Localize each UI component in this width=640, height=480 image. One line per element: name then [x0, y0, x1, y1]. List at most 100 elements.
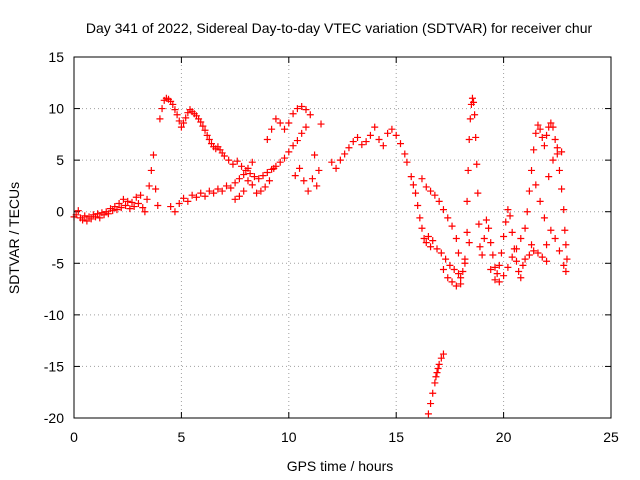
data-point	[311, 151, 319, 159]
data-point	[201, 192, 209, 200]
data-point	[231, 195, 239, 203]
data-point	[205, 136, 213, 144]
data-point	[223, 182, 231, 190]
data-point	[132, 193, 140, 201]
data-point	[504, 263, 512, 271]
data-point	[465, 136, 473, 144]
data-point	[543, 131, 551, 139]
y-tick-label: 5	[56, 152, 64, 168]
y-axis-label: SDTVAR / TECUs	[6, 182, 22, 294]
data-point	[152, 185, 160, 193]
data-point	[491, 263, 499, 271]
data-point	[418, 224, 426, 232]
data-point	[414, 202, 422, 210]
data-point	[429, 389, 437, 397]
data-point	[169, 100, 177, 108]
data-point	[229, 160, 237, 168]
data-point	[553, 150, 561, 158]
data-point	[257, 187, 265, 195]
data-point	[119, 195, 127, 203]
data-point	[177, 123, 185, 131]
data-point	[285, 119, 293, 127]
data-point	[543, 257, 551, 265]
data-point	[472, 133, 480, 141]
data-point	[497, 249, 505, 257]
data-point	[184, 197, 192, 205]
data-point	[489, 251, 497, 259]
data-points	[70, 94, 571, 418]
data-point	[562, 241, 570, 249]
data-point	[235, 192, 243, 200]
data-point	[83, 217, 91, 225]
data-point	[538, 133, 546, 141]
data-point	[276, 119, 284, 127]
data-point	[478, 251, 486, 259]
data-point	[139, 204, 147, 212]
data-point	[454, 249, 462, 257]
data-point	[461, 259, 469, 267]
data-point	[156, 115, 164, 123]
data-point	[532, 129, 540, 137]
data-point	[306, 111, 314, 119]
data-point	[341, 150, 349, 158]
data-point	[214, 185, 222, 193]
data-point	[450, 265, 458, 273]
data-point	[500, 272, 508, 280]
x-tick-label: 15	[388, 429, 404, 445]
data-point	[401, 150, 409, 158]
data-point	[485, 224, 493, 232]
data-point	[298, 129, 306, 137]
data-point	[480, 235, 488, 243]
data-point	[74, 207, 82, 215]
data-point	[504, 206, 512, 214]
data-point	[433, 245, 441, 253]
data-point	[551, 235, 559, 243]
data-point	[536, 197, 544, 205]
y-tick-label: -20	[44, 410, 64, 426]
data-point	[530, 146, 538, 154]
data-point	[246, 170, 254, 178]
data-point	[466, 115, 474, 123]
data-point	[145, 182, 153, 190]
data-point	[265, 177, 273, 185]
data-point	[231, 179, 239, 187]
data-point	[474, 189, 482, 197]
data-point	[197, 118, 205, 126]
data-point	[263, 169, 271, 177]
data-point	[540, 214, 548, 222]
y-tick-label: -5	[52, 255, 65, 271]
data-point	[289, 142, 297, 150]
data-point	[457, 280, 465, 288]
data-point	[205, 187, 213, 195]
data-point	[248, 158, 256, 166]
data-point	[128, 198, 136, 206]
data-point	[259, 172, 267, 180]
data-point	[495, 261, 503, 269]
data-point	[134, 199, 142, 207]
data-point	[171, 208, 179, 216]
data-point	[244, 177, 252, 185]
data-point	[502, 218, 510, 226]
data-point	[180, 119, 188, 127]
data-point	[547, 119, 555, 127]
data-point	[220, 152, 228, 160]
data-point	[109, 207, 117, 215]
data-point	[464, 166, 472, 174]
data-point	[79, 216, 87, 224]
data-point	[117, 204, 125, 212]
plot-frame	[73, 56, 612, 419]
data-point	[328, 158, 336, 166]
data-point	[487, 265, 495, 273]
data-point	[547, 226, 555, 234]
data-point	[482, 216, 490, 224]
data-point	[175, 199, 183, 207]
data-point	[218, 187, 226, 195]
data-point	[555, 247, 563, 255]
data-point	[154, 202, 162, 210]
y-tick-label: 0	[56, 204, 64, 220]
data-point	[439, 350, 447, 358]
data-point	[558, 185, 566, 193]
data-point	[296, 164, 304, 172]
data-point	[473, 160, 481, 168]
